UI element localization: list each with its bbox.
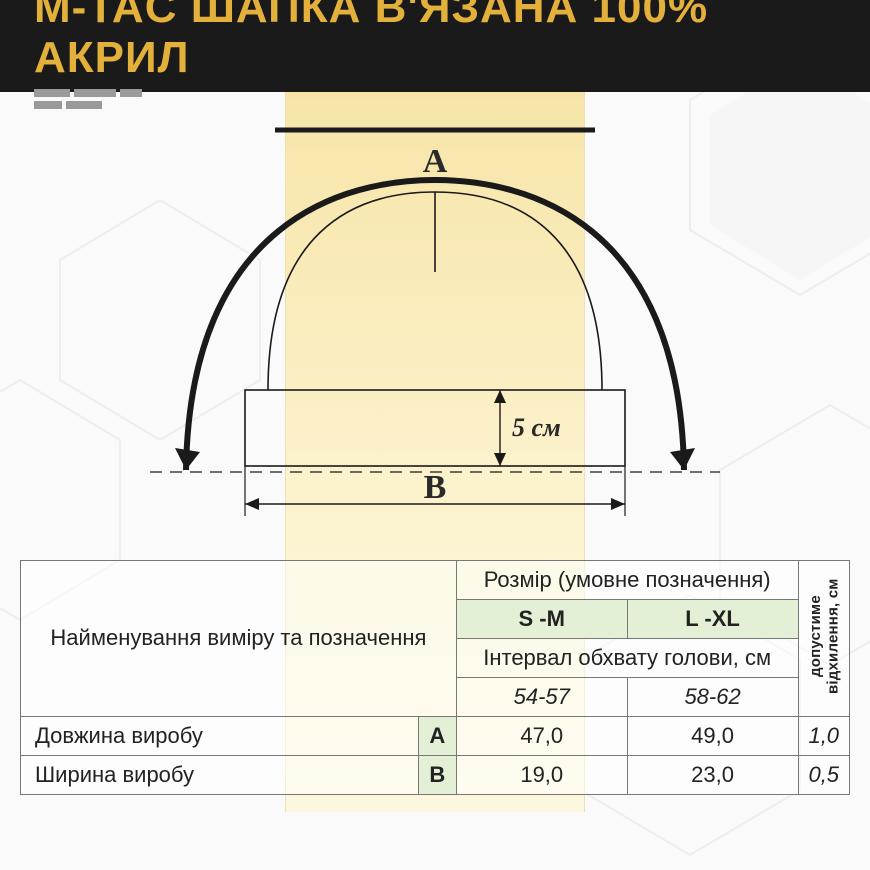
header-bar: M-TAC ШАПКА В'ЯЗАНА 100% АКРИЛ	[0, 0, 870, 92]
interval-lxl: 58-62	[627, 678, 798, 717]
row-val-lxl: 23,0	[627, 756, 798, 795]
size-table-container: Найменування виміру та позначення Розмір…	[20, 560, 850, 795]
col-tolerance-header: допустиме відхилення, см	[798, 561, 850, 717]
beanie-diagram: A 5 см B	[0, 100, 870, 530]
row-val-sm: 47,0	[456, 717, 627, 756]
label-b: B	[424, 469, 447, 506]
col-name-header: Найменування виміру та позначення	[21, 561, 457, 717]
table-row: Ширина виробу B 19,0 23,0 0,5	[21, 756, 850, 795]
row-name: Довжина виробу	[21, 717, 419, 756]
label-a: A	[423, 143, 448, 180]
row-val-lxl: 49,0	[627, 717, 798, 756]
row-name: Ширина виробу	[21, 756, 419, 795]
row-key: B	[418, 756, 456, 795]
cuff-height-label: 5 см	[512, 413, 561, 442]
page-title: M-TAC ШАПКА В'ЯЗАНА 100% АКРИЛ	[34, 0, 870, 83]
row-tolerance: 1,0	[798, 717, 850, 756]
row-val-sm: 19,0	[456, 756, 627, 795]
interval-sm: 54-57	[456, 678, 627, 717]
interval-header: Інтервал обхвату голови, см	[456, 639, 798, 678]
table-row: Довжина виробу A 47,0 49,0 1,0	[21, 717, 850, 756]
size-cell-sm: S -M	[456, 600, 627, 639]
row-tolerance: 0,5	[798, 756, 850, 795]
col-size-header: Розмір (умовне позначення)	[456, 561, 798, 600]
row-key: A	[418, 717, 456, 756]
size-cell-lxl: L -XL	[627, 600, 798, 639]
size-table: Найменування виміру та позначення Розмір…	[20, 560, 850, 795]
